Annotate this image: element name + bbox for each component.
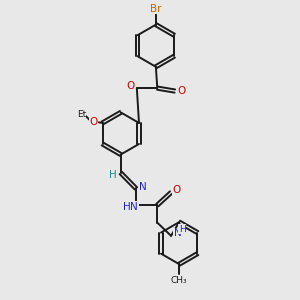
Text: Br: Br [150, 4, 162, 14]
Text: Et: Et [76, 110, 86, 119]
Text: N: N [130, 202, 138, 212]
Text: N: N [139, 182, 146, 192]
Text: H: H [123, 202, 131, 212]
Text: O: O [177, 86, 185, 96]
Text: H: H [179, 225, 185, 234]
Text: N: N [174, 229, 182, 238]
Text: CH₃: CH₃ [171, 276, 188, 285]
Text: O: O [89, 117, 98, 127]
Text: O: O [126, 81, 134, 91]
Text: O: O [173, 185, 181, 195]
Text: H: H [109, 170, 116, 180]
